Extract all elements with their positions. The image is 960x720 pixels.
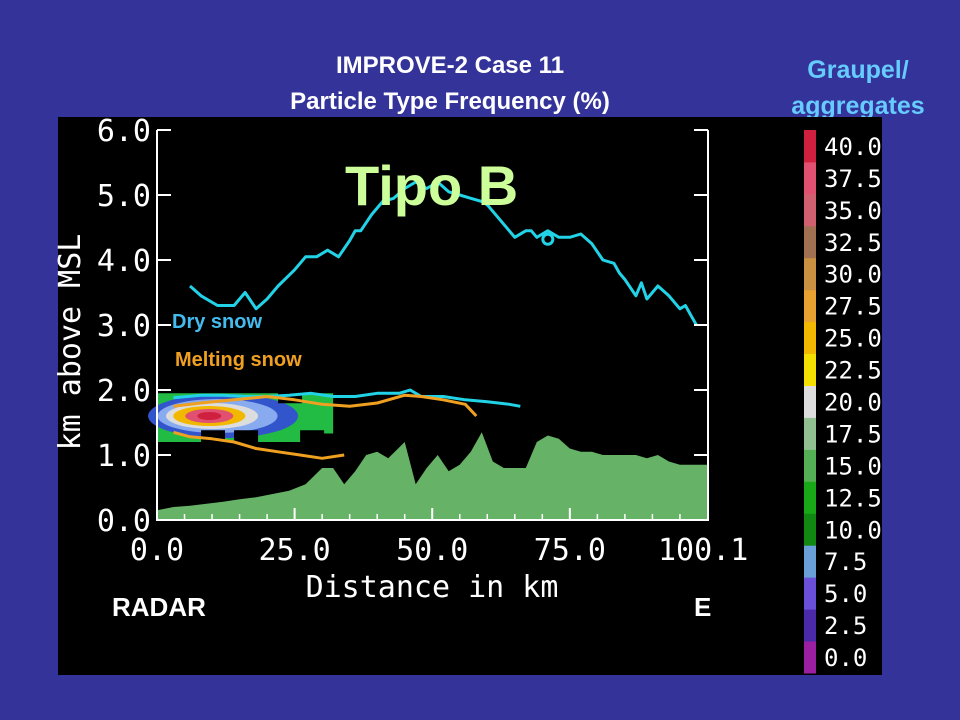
colorbar-segment — [804, 417, 816, 450]
y-tick-label: 4.0 — [97, 244, 151, 279]
colorbar-tick-label: 20.0 — [824, 389, 882, 417]
y-axis-label: km above MSL — [53, 234, 88, 451]
colorbar-tick-label: 2.5 — [824, 612, 867, 640]
x-tick-label: 50.0 — [396, 533, 468, 568]
colorbar-tick-label: 7.5 — [824, 548, 867, 576]
colorbar-segment — [804, 193, 816, 227]
colorbar-segment — [804, 353, 816, 386]
y-tick-label: 6.0 — [97, 114, 151, 149]
colorbar-segment — [804, 161, 816, 195]
series-marker-dry-snow — [541, 232, 555, 246]
axes-layer: 0.0 1.0 2.0 3.0 4.0 5.0 6.0 0.0 25.0 50.0 75.0 100.… — [97, 114, 749, 568]
colorbar-segment — [804, 641, 816, 674]
colorbar-segment — [804, 289, 816, 323]
annotation-melting-snow: Melting snow — [175, 349, 302, 371]
colorbar-title-line2: aggregates — [791, 92, 925, 120]
x-tick-label: 75.0 — [534, 533, 606, 568]
colorbar-tick-label: 30.0 — [824, 261, 882, 289]
colorbar-tick-label: 5.0 — [824, 580, 867, 608]
colorbar-tick-label: 22.5 — [824, 357, 882, 385]
y-tick-label: 1.0 — [97, 439, 151, 474]
y-tick-label: 2.0 — [97, 374, 151, 409]
colorbar-tick-label: 35.0 — [824, 197, 882, 225]
field-gap — [234, 430, 259, 443]
colorbar-tick-label: 10.0 — [824, 516, 882, 544]
field-cell — [197, 412, 222, 420]
colorbar-segment — [804, 225, 816, 259]
y-tick-label: 3.0 — [97, 309, 151, 344]
colorbar-title-line1: Graupel/ — [807, 56, 909, 84]
chart-title-line1: IMPROVE-2 Case 11 — [335, 52, 565, 79]
field-gap — [322, 433, 347, 446]
series-line-melting-snow-lower — [173, 430, 345, 460]
colorbar-segment — [804, 385, 816, 418]
colorbar-tick-label: 12.5 — [824, 484, 882, 512]
east-label: E — [694, 592, 711, 622]
colorbar-segment — [804, 130, 816, 163]
series-lines-layer — [173, 180, 698, 460]
colorbar-tick-label: 17.5 — [824, 420, 882, 448]
colorbar-segment — [804, 449, 816, 482]
colorbar-segment — [804, 609, 816, 642]
colorbar-tick-label: 27.5 — [824, 293, 882, 321]
chart-inner-title: Tipo B — [345, 154, 518, 217]
colorbar-tick-label: 32.5 — [824, 229, 882, 257]
series-line-dry-snow — [189, 180, 698, 326]
colorbar-title: Graupel/ aggregates — [768, 52, 948, 124]
colorbar-segment — [804, 513, 816, 546]
colorbar-tick-label: 15.0 — [824, 452, 882, 480]
colorbar-segment — [804, 321, 816, 354]
colorbar-segment — [804, 545, 816, 578]
chart-title-line2: Particle Type Frequency (%) — [290, 88, 610, 115]
y-tick-label: 5.0 — [97, 179, 151, 214]
series-line-melting-snow — [173, 393, 478, 418]
colorbar-segment — [804, 481, 816, 514]
x-tick-label: 0.0 — [130, 533, 184, 568]
colorbar-tick-label: 37.5 — [824, 165, 882, 193]
colorbar-tick-label: 0.0 — [824, 644, 867, 672]
annotation-dry-snow: Dry snow — [172, 311, 262, 333]
series-line-dry-snow-lower — [173, 388, 521, 408]
terrain-area — [157, 432, 708, 520]
x-axis-label: Distance in km — [306, 570, 559, 605]
x-tick-label: 25.0 — [258, 533, 330, 568]
radar-label: RADAR — [112, 592, 206, 622]
colorbar-tick-label: 40.0 — [824, 133, 882, 161]
colorbar-tick-label: 25.0 — [824, 325, 882, 353]
colorbar-segment — [804, 577, 816, 610]
terrain-layer — [157, 432, 708, 520]
colorbar: 0.0 2.5 5.0 7.5 10.0 12.5 15.0 17.5 20.0 22.5 25.0… — [804, 130, 882, 674]
field-gap — [300, 430, 325, 443]
colorbar-segment — [804, 257, 816, 291]
frequency-field-layer — [148, 391, 347, 446]
x-tick-label: 100.1 — [658, 533, 748, 568]
y-tick-label: 0.0 — [97, 504, 151, 539]
